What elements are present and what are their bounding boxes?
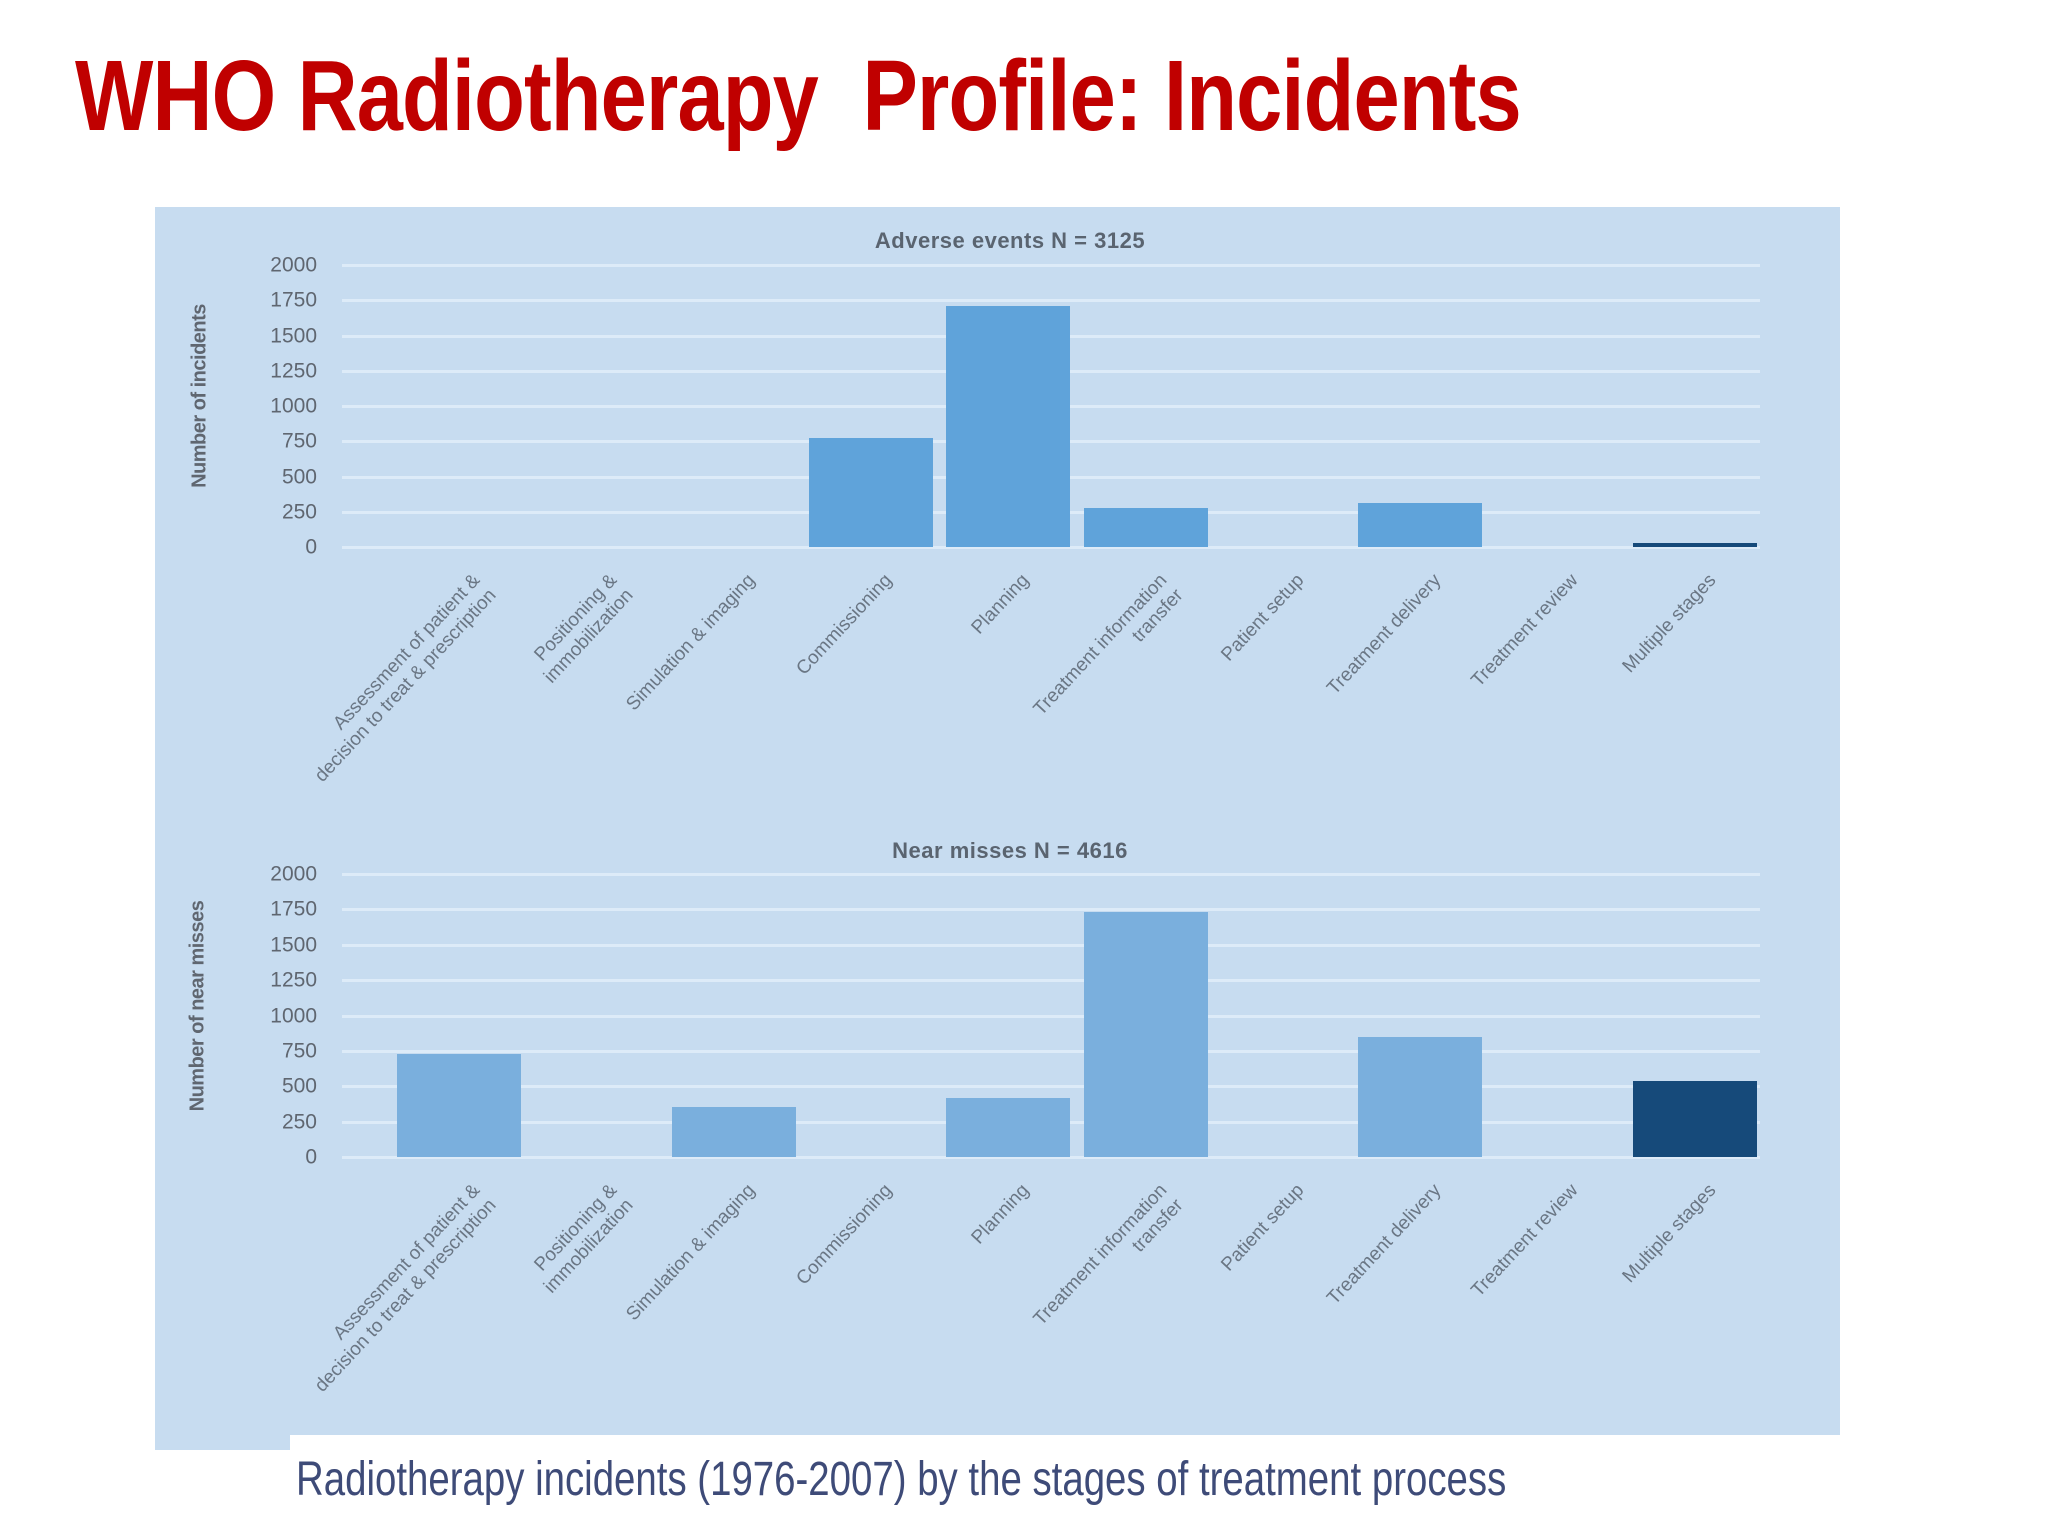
bar (1358, 1036, 1483, 1157)
y-tick-label: 1000 (270, 1004, 317, 1027)
figure-caption: Radiotherapy incidents (1976-2007) by th… (296, 1453, 1507, 1506)
y-tick-label: 1500 (270, 933, 317, 957)
gridline (342, 264, 1760, 267)
y-tick-label: 1500 (270, 324, 317, 347)
gridline (342, 873, 1760, 876)
bar (671, 1107, 796, 1157)
y-axis-title: Number of incidents (188, 304, 211, 488)
y-tick-label: 1250 (270, 359, 317, 383)
bar (946, 1097, 1071, 1157)
bar (1083, 912, 1208, 1157)
y-tick-label: 1000 (270, 394, 317, 418)
y-tick-label: 500 (281, 1074, 317, 1098)
y-tick-label: 250 (281, 500, 317, 524)
y-tick-label: 2000 (270, 253, 317, 277)
gridline (342, 1156, 1760, 1159)
bar (808, 437, 933, 547)
y-tick-label: 1250 (270, 968, 317, 992)
y-tick-label: 500 (281, 465, 317, 488)
gridline (342, 979, 1760, 983)
caption-background (290, 1435, 1890, 1536)
y-tick-label: 750 (281, 429, 317, 453)
chart-title: Adverse events N = 3125 (874, 228, 1146, 253)
gridline (342, 1049, 1760, 1053)
y-tick-label: 750 (281, 1039, 317, 1063)
y-axis-title: Number of near misses (186, 900, 209, 1111)
gridline (342, 943, 1760, 947)
y-tick-label: 0 (305, 535, 317, 559)
bar (946, 305, 1071, 547)
y-tick-label: 2000 (270, 862, 317, 886)
bar (397, 1053, 521, 1157)
bar (1632, 542, 1757, 547)
gridline (342, 546, 1760, 549)
slide-title: WHO Radiotherapy Profile: Incidents (75, 40, 1522, 152)
gridline (342, 908, 1760, 912)
y-tick-label: 1750 (270, 897, 317, 921)
y-tick-label: 0 (305, 1145, 317, 1169)
y-tick-label: 1750 (270, 288, 317, 312)
bar (1632, 1081, 1757, 1157)
bar (1358, 502, 1483, 547)
gridline (342, 1014, 1760, 1018)
gridline (342, 1085, 1760, 1089)
gridline (342, 299, 1760, 303)
y-tick-label: 250 (281, 1110, 317, 1134)
chart-title: Near misses N = 4616 (892, 838, 1128, 863)
bar (1083, 507, 1208, 547)
